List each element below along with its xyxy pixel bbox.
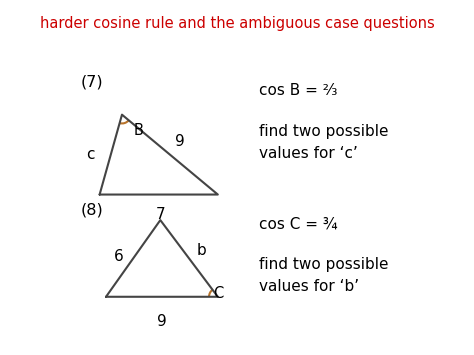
Text: find two possible
values for ‘b’: find two possible values for ‘b’ (259, 257, 389, 294)
Text: 7: 7 (155, 207, 165, 222)
Text: cos C = ¾: cos C = ¾ (259, 217, 338, 232)
Text: b: b (197, 243, 207, 258)
Text: (8): (8) (81, 202, 103, 218)
Text: c: c (86, 147, 95, 162)
Text: 6: 6 (114, 249, 124, 264)
Text: cos B = ²⁄₃: cos B = ²⁄₃ (259, 83, 338, 98)
Text: (7): (7) (81, 75, 103, 90)
Text: harder cosine rule and the ambiguous case questions: harder cosine rule and the ambiguous cas… (40, 16, 434, 31)
Text: 9: 9 (157, 315, 167, 329)
Text: 9: 9 (175, 134, 184, 149)
Text: B: B (133, 123, 143, 138)
Text: find two possible
values for ‘c’: find two possible values for ‘c’ (259, 124, 389, 162)
Text: C: C (213, 285, 223, 301)
